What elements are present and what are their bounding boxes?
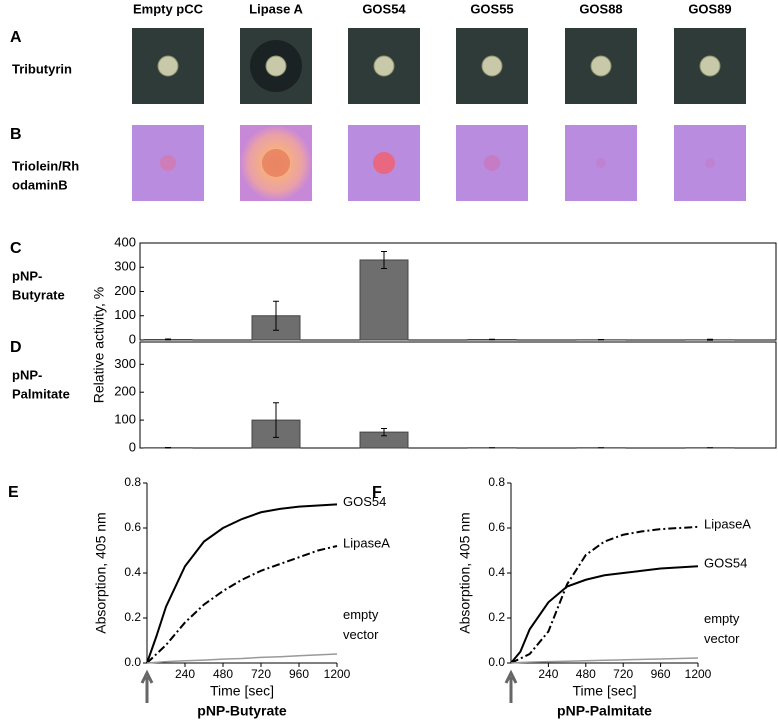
y-tick-label: 0.0 (124, 655, 141, 669)
chart-title: pNP-Palmitate (557, 703, 652, 719)
colony (157, 55, 179, 77)
axes (146, 483, 337, 664)
spot (262, 149, 290, 177)
panel-letter: A (10, 29, 22, 46)
error-bar (381, 427, 387, 437)
error-bar (273, 402, 279, 438)
series-line (510, 525, 699, 664)
column-header: Empty pCC (133, 1, 204, 16)
chart-title: pNP-Butyrate (197, 703, 287, 719)
series-line (510, 565, 699, 664)
series-label: LipaseA (343, 535, 390, 550)
panel-label: odaminB (12, 177, 68, 192)
injection-arrow (504, 669, 518, 703)
panel-label: Palmitate (12, 386, 70, 401)
axes (510, 483, 698, 664)
y-tick-label: 0.6 (488, 520, 505, 534)
colony (590, 55, 612, 77)
x-tick-label: 240 (175, 667, 195, 681)
label-line: empty (704, 611, 740, 626)
panel-label: Tributyrin (12, 61, 72, 76)
spot (705, 158, 715, 168)
colony (373, 55, 395, 77)
y-axis-label: Relative activity, % (91, 287, 107, 403)
colony (699, 55, 721, 77)
series-label: GOS54 (343, 494, 386, 509)
series-line (510, 657, 699, 664)
y-tick-label: 0.4 (124, 565, 141, 579)
y-axis-label: Absorption, 405 nm (93, 512, 109, 633)
column-header: GOS88 (579, 1, 622, 16)
series-label: GOS54 (704, 556, 747, 571)
series-label: empty vector (343, 607, 379, 642)
label-line: vector (343, 627, 379, 642)
y-tick-label: 200 (114, 384, 136, 399)
y-tick-label: 0 (129, 439, 136, 454)
panel-label: Triolein/Rh (12, 158, 79, 173)
y-tick-label: 300 (114, 356, 136, 371)
x-axis-label: Time [sec] (210, 683, 274, 699)
panel-letter: C (10, 240, 22, 257)
column-header: GOS54 (362, 1, 406, 16)
x-tick-label: 480 (213, 667, 233, 681)
y-tick-label: 400 (114, 234, 136, 249)
column-header: GOS55 (470, 1, 513, 16)
label-line: vector (704, 631, 740, 646)
injection-arrow (140, 669, 154, 703)
y-tick-label: 100 (114, 307, 136, 322)
y-tick-label: 0.2 (488, 610, 505, 624)
label-line: empty (343, 607, 379, 622)
series-label: LipaseA (704, 516, 751, 531)
colony (265, 55, 287, 77)
bar (359, 259, 409, 341)
y-tick-label: 200 (114, 283, 136, 298)
plot-frame (139, 242, 777, 341)
error-bar (165, 446, 171, 449)
x-tick-label: 720 (251, 667, 271, 681)
spot (160, 155, 176, 171)
spot (484, 155, 500, 171)
x-tick-label: 960 (651, 667, 671, 681)
panel-letter: F (372, 484, 382, 501)
y-tick-label: 0.8 (488, 475, 505, 489)
spot (596, 158, 606, 168)
error-bar (707, 338, 713, 341)
y-tick-label: 100 (114, 412, 136, 427)
spot (373, 152, 395, 174)
x-tick-label: 1200 (324, 667, 351, 681)
error-bar (381, 250, 387, 269)
x-tick-label: 720 (613, 667, 633, 681)
panel-label: pNP- (12, 367, 42, 382)
panel-letter: E (8, 484, 19, 501)
panel-letter: D (10, 339, 22, 356)
y-axis-label: Absorption, 405 nm (457, 512, 473, 633)
y-tick-label: 0.6 (124, 520, 141, 534)
y-tick-label: 0.8 (124, 475, 141, 489)
x-tick-label: 960 (289, 667, 309, 681)
colony (481, 55, 503, 77)
column-header: GOS89 (688, 1, 731, 16)
series-line (146, 653, 338, 664)
panel-letter: B (10, 126, 22, 143)
series-line (146, 503, 338, 664)
y-tick-label: 0.0 (488, 655, 505, 669)
column-header: Lipase A (249, 1, 303, 16)
x-tick-label: 240 (538, 667, 558, 681)
panel-label: pNP- (12, 268, 42, 283)
y-tick-label: 0 (129, 331, 136, 346)
y-tick-label: 300 (114, 259, 136, 274)
plot-frame (139, 341, 777, 449)
error-bar (165, 338, 171, 341)
series-label: empty vector (704, 611, 740, 646)
x-axis-label: Time [sec] (572, 683, 636, 699)
x-tick-label: 1200 (685, 667, 712, 681)
y-tick-label: 0.4 (488, 565, 505, 579)
series-line (146, 545, 338, 664)
panel-label: Butyrate (12, 287, 65, 302)
y-tick-label: 0.2 (124, 610, 141, 624)
x-tick-label: 480 (576, 667, 596, 681)
error-bar (273, 300, 279, 331)
